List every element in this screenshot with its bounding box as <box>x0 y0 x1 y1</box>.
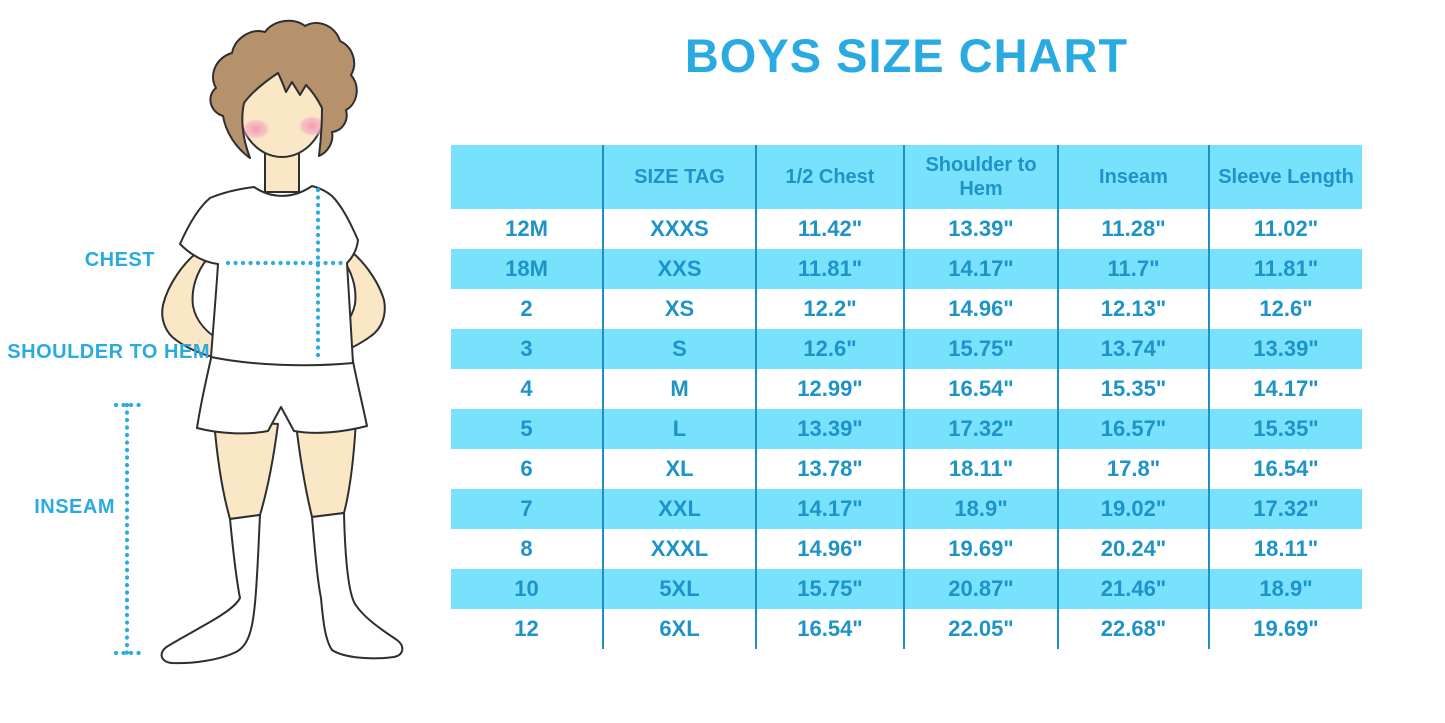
size-label-cell: 7 <box>451 489 602 529</box>
value-cell: 22.05" <box>903 609 1057 649</box>
value-cell: L <box>602 409 755 449</box>
value-cell: 12.2" <box>755 289 903 329</box>
value-cell: 15.35" <box>1208 409 1362 449</box>
value-cell: 15.75" <box>903 329 1057 369</box>
value-cell: 18.9" <box>903 489 1057 529</box>
header-cell: SIZE TAG <box>602 145 755 209</box>
value-cell: 12.13" <box>1057 289 1208 329</box>
boy-shirt <box>179 185 359 367</box>
value-cell: 14.17" <box>755 489 903 529</box>
value-cell: XS <box>602 289 755 329</box>
value-cell: S <box>602 329 755 369</box>
value-cell: 13.39" <box>1208 329 1362 369</box>
value-cell: 13.39" <box>755 409 903 449</box>
inseam-label: INSEAM <box>34 496 115 518</box>
boy-hair <box>209 19 358 159</box>
value-cell: 18.11" <box>903 449 1057 489</box>
value-cell: 16.57" <box>1057 409 1208 449</box>
value-cell: 14.17" <box>1208 369 1362 409</box>
size-label-cell: 12 <box>451 609 602 649</box>
boy-right-sock <box>311 512 404 660</box>
value-cell: 11.28" <box>1057 209 1208 249</box>
header-cell <box>451 145 602 209</box>
value-cell: 11.02" <box>1208 209 1362 249</box>
value-cell: 11.81" <box>1208 249 1362 289</box>
value-cell: 20.87" <box>903 569 1057 609</box>
size-label-cell: 4 <box>451 369 602 409</box>
boy-cheek-left <box>241 118 271 140</box>
value-cell: XL <box>602 449 755 489</box>
value-cell: 21.46" <box>1057 569 1208 609</box>
value-cell: M <box>602 369 755 409</box>
size-label-cell: 10 <box>451 569 602 609</box>
value-cell: 17.32" <box>903 409 1057 449</box>
boy-right-thigh <box>295 419 357 518</box>
value-cell: 17.8" <box>1057 449 1208 489</box>
value-cell: 18.11" <box>1208 529 1362 569</box>
header-cell: Sleeve Length <box>1208 145 1362 209</box>
value-cell: XXL <box>602 489 755 529</box>
value-cell: 12.99" <box>755 369 903 409</box>
value-cell: 12.6" <box>1208 289 1362 329</box>
size-label-cell: 6 <box>451 449 602 489</box>
value-cell: 16.54" <box>903 369 1057 409</box>
chest-label: CHEST <box>84 249 155 271</box>
value-cell: 13.78" <box>755 449 903 489</box>
boy-left-sock <box>160 514 261 665</box>
value-cell: 18.9" <box>1208 569 1362 609</box>
header-cell: 1/2 Chest <box>755 145 903 209</box>
page-title: BOYS SIZE CHART <box>684 29 1129 82</box>
value-cell: 17.32" <box>1208 489 1362 529</box>
value-cell: 19.69" <box>1208 609 1362 649</box>
value-cell: 6XL <box>602 609 755 649</box>
value-cell: 15.35" <box>1057 369 1208 409</box>
value-cell: 14.96" <box>755 529 903 569</box>
value-cell: 14.17" <box>903 249 1057 289</box>
value-cell: 14.96" <box>903 289 1057 329</box>
value-cell: 11.81" <box>755 249 903 289</box>
value-cell: 13.39" <box>903 209 1057 249</box>
value-cell: 19.02" <box>1057 489 1208 529</box>
shoulder-to-hem-label: SHOULDER TO HEM <box>7 341 210 363</box>
boy-left-arm <box>161 249 224 359</box>
size-label-cell: 3 <box>451 329 602 369</box>
value-cell: 16.54" <box>1208 449 1362 489</box>
value-cell: XXXL <box>602 529 755 569</box>
value-cell: XXXS <box>602 209 755 249</box>
value-cell: 22.68" <box>1057 609 1208 649</box>
boy-cheek-right <box>297 115 327 137</box>
value-cell: 5XL <box>602 569 755 609</box>
header-cell: Shoulder to Hem <box>903 145 1057 209</box>
size-table: SIZE TAG 1/2 Chest Shoulder to Hem Inseam Sl… <box>451 145 1362 649</box>
value-cell: 20.24" <box>1057 529 1208 569</box>
header-cell: Inseam <box>1057 145 1208 209</box>
value-cell: XXS <box>602 249 755 289</box>
value-cell: 12.6" <box>755 329 903 369</box>
size-label-cell: 8 <box>451 529 602 569</box>
value-cell: 16.54" <box>755 609 903 649</box>
value-cell: 13.74" <box>1057 329 1208 369</box>
boy-shorts <box>196 353 368 435</box>
boy-left-thigh <box>213 419 279 520</box>
value-cell: 11.7" <box>1057 249 1208 289</box>
size-label-cell: 18M <box>451 249 602 289</box>
size-label-cell: 5 <box>451 409 602 449</box>
size-label-cell: 2 <box>451 289 602 329</box>
value-cell: 11.42" <box>755 209 903 249</box>
boy-illustration <box>113 19 404 665</box>
value-cell: 19.69" <box>903 529 1057 569</box>
size-label-cell: 12M <box>451 209 602 249</box>
value-cell: 15.75" <box>755 569 903 609</box>
